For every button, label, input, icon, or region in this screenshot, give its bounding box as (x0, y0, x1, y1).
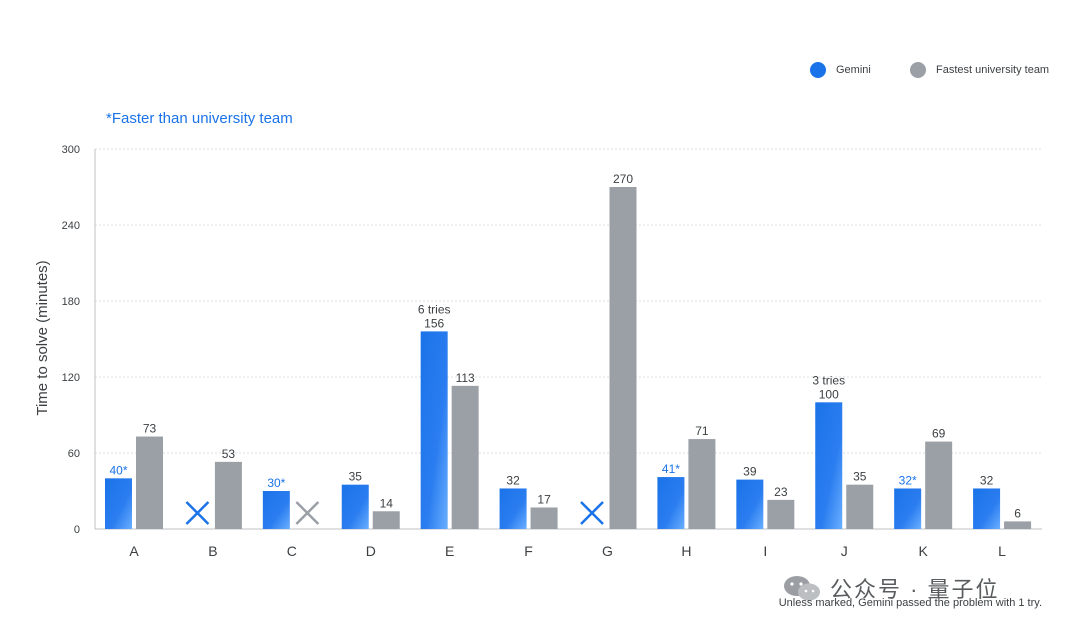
bar-team-l (1004, 521, 1032, 529)
data-label-gemini: 30* (267, 476, 285, 490)
data-label-team: 71 (695, 424, 709, 438)
data-label-team: 35 (853, 470, 867, 484)
x-tick-label: G (602, 543, 613, 559)
data-label-gemini: 32 (506, 473, 520, 487)
legend-team: Fastest university team (910, 62, 1049, 78)
data-label-gemini: 35 (349, 470, 363, 484)
bar-team-k (925, 441, 953, 529)
x-tick-label: J (841, 543, 848, 559)
not-solved-marker (295, 501, 320, 525)
y-tick-label: 0 (74, 524, 80, 536)
y-tick-label: 180 (62, 296, 80, 308)
x-tick-label: E (445, 543, 454, 559)
data-label-gemini: 156 (424, 316, 444, 330)
not-solved-stroke (295, 501, 320, 525)
data-label-gemini: 39 (743, 465, 757, 479)
bar-team-d (372, 511, 400, 529)
data-label-gemini: 32* (899, 473, 917, 487)
bar-team-g (609, 187, 637, 529)
x-tick-label: K (918, 543, 928, 559)
bar-team-a (136, 436, 163, 529)
y-tick-label: 240 (62, 220, 80, 232)
tries-annotation: 3 tries (812, 373, 845, 387)
x-tick-label: A (129, 543, 139, 559)
y-tick-label: 120 (62, 372, 80, 384)
x-tick-label: L (998, 543, 1006, 559)
bar-gemini-c (262, 491, 290, 529)
not-solved-stroke (580, 501, 604, 525)
tries-annotation: 6 tries (418, 302, 451, 316)
bar-gemini-a (105, 478, 132, 529)
data-label-team: 17 (537, 492, 551, 506)
y-tick-label: 60 (68, 448, 80, 460)
grid-layer (94, 148, 1042, 530)
x-tick-label: F (524, 543, 533, 559)
bar-gemini-f (499, 488, 527, 529)
data-label-team: 69 (932, 427, 946, 441)
not-solved-marker (580, 501, 604, 525)
bar-gemini-j (815, 402, 843, 529)
x-tick-label: I (763, 543, 767, 559)
not-solved-marker (185, 501, 210, 525)
bar-team-i (767, 499, 795, 529)
data-label-team: 23 (774, 485, 788, 499)
data-label-team: 14 (380, 496, 394, 510)
bar-team-b (214, 461, 242, 529)
bar-gemini-e (420, 331, 448, 529)
bar-gemini-k (894, 488, 922, 529)
data-label-team: 73 (143, 422, 157, 436)
legend-team-swatch (910, 62, 926, 78)
legend-team-label: Fastest university team (936, 64, 1050, 76)
bar-team-j (846, 484, 874, 529)
bar-team-e (451, 385, 479, 529)
data-label-gemini: 32 (980, 473, 994, 487)
data-label-team: 113 (456, 371, 475, 385)
x-tick-label: C (287, 543, 297, 559)
bars-layer (105, 187, 1032, 529)
wechat-icon (784, 576, 820, 601)
data-label-team: 53 (222, 447, 236, 461)
legend-gemini: Gemini (810, 62, 871, 78)
bar-gemini-d (341, 484, 369, 529)
not-solved-stroke (185, 501, 210, 525)
data-label-gemini: 100 (819, 387, 839, 401)
x-tick-label: B (208, 543, 217, 559)
data-label-gemini: 41* (662, 462, 680, 476)
faster-note: *Faster than university team (106, 110, 293, 127)
bar-gemini-l (973, 488, 1001, 529)
legend-gemini-swatch (810, 62, 826, 78)
y-axis-label: Time to solve (minutes) (34, 260, 51, 415)
data-label-team: 270 (613, 172, 633, 186)
x-tick-label: H (681, 543, 691, 559)
bar-team-h (688, 439, 716, 529)
data-label-gemini: 40* (109, 463, 127, 477)
watermark: 公众号 · 量子位 (782, 572, 1000, 604)
footnote: Unless marked, Gemini passed the problem… (778, 597, 1042, 609)
watermark-text: 公众号 · 量子位 (830, 577, 1000, 602)
bar-gemini-h (657, 477, 685, 529)
x-tick-label: D (366, 543, 376, 559)
y-tick-label: 300 (62, 144, 80, 156)
data-label-team: 6 (1014, 506, 1021, 520)
legend-gemini-label: Gemini (836, 64, 871, 76)
bar-team-f (530, 507, 558, 529)
bar-gemini-i (736, 479, 764, 529)
